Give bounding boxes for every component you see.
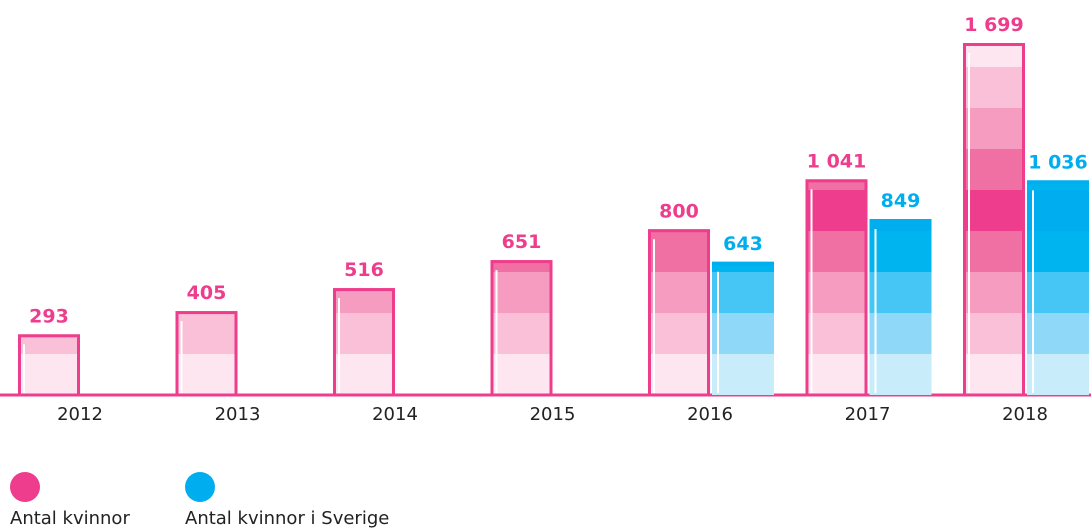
bar-outline <box>648 229 710 397</box>
bar-stripe <box>963 43 1025 67</box>
bar-stripe <box>490 260 553 272</box>
bar-stripe <box>963 231 1025 272</box>
bar-stripe <box>1027 313 1089 354</box>
bar-stripe <box>963 67 1025 108</box>
value-label: 651 <box>502 231 542 253</box>
bar-cap <box>869 219 932 224</box>
value-label: 800 <box>659 200 699 222</box>
bar-stripe <box>648 354 710 395</box>
bar-stripe <box>648 272 710 313</box>
value-label: 643 <box>723 233 763 255</box>
x-tick-label: 2016 <box>687 404 733 425</box>
bar-stripe <box>1027 231 1089 272</box>
bar-stripe <box>333 354 395 395</box>
bar-stripe <box>805 354 868 395</box>
bar-outline <box>963 43 1025 397</box>
bar-stripe <box>869 231 932 272</box>
value-label: 1 699 <box>964 14 1024 36</box>
value-label: 1 041 <box>807 150 867 172</box>
bar-stripe <box>805 272 868 313</box>
legend-label: Antal kvinnor <box>10 508 130 529</box>
bar-stripe <box>490 313 553 354</box>
bar-stripe <box>1027 180 1089 190</box>
bar-stripe <box>1027 190 1089 231</box>
bar-stripe <box>805 231 868 272</box>
bar-stripe <box>963 149 1025 190</box>
bar-stripe <box>490 354 553 395</box>
bar-stripe <box>1027 354 1089 395</box>
bar-stripe <box>18 354 80 395</box>
bar-stripe <box>963 190 1025 231</box>
value-label: 1 036 <box>1028 151 1088 173</box>
x-tick-label: 2014 <box>372 404 418 425</box>
bar-stripe <box>869 219 932 231</box>
x-tick-label: 2013 <box>215 404 261 425</box>
bar-stripe <box>963 354 1025 395</box>
bar-outline <box>490 260 553 397</box>
bar-stripe <box>869 272 932 313</box>
bar-stripe <box>712 272 774 313</box>
bar-stripe <box>1027 272 1089 313</box>
value-label: 516 <box>344 259 384 281</box>
bar-stripe <box>869 354 932 395</box>
value-label: 849 <box>881 190 921 212</box>
legend-swatch <box>10 472 40 502</box>
bar-stripe <box>18 334 80 354</box>
bar-outline <box>805 179 868 397</box>
bar-stripe <box>869 313 932 354</box>
x-tick-label: 2018 <box>1002 404 1048 425</box>
bar-outline <box>18 334 80 397</box>
bar-stripe <box>712 354 774 395</box>
bar-outline <box>175 311 238 397</box>
bar-stripe <box>963 272 1025 313</box>
bar-stripe <box>648 231 710 272</box>
bar-stripe <box>648 313 710 354</box>
bar-stripe <box>805 313 868 354</box>
value-label: 405 <box>187 282 227 304</box>
bar-cap <box>712 261 774 266</box>
legend-swatch <box>185 472 215 502</box>
bar-stripe <box>333 288 395 313</box>
bar-stripe <box>712 313 774 354</box>
bar-stripe <box>712 261 774 272</box>
x-tick-label: 2015 <box>530 404 576 425</box>
x-tick-label: 2012 <box>57 404 103 425</box>
bar-stripe <box>963 313 1025 354</box>
bar-stripe <box>963 108 1025 149</box>
legend-label: Antal kvinnor i Sverige <box>185 508 389 529</box>
bar-stripe <box>333 313 395 354</box>
bar-stripe <box>805 190 868 231</box>
value-label: 293 <box>29 305 69 327</box>
bar-stripe <box>805 179 868 190</box>
bar-outline <box>333 288 395 397</box>
x-tick-label: 2017 <box>845 404 891 425</box>
bar-stripe <box>490 272 553 313</box>
bar-stripe <box>175 313 238 354</box>
bar-stripe <box>175 354 238 395</box>
bar-cap <box>1027 180 1089 185</box>
